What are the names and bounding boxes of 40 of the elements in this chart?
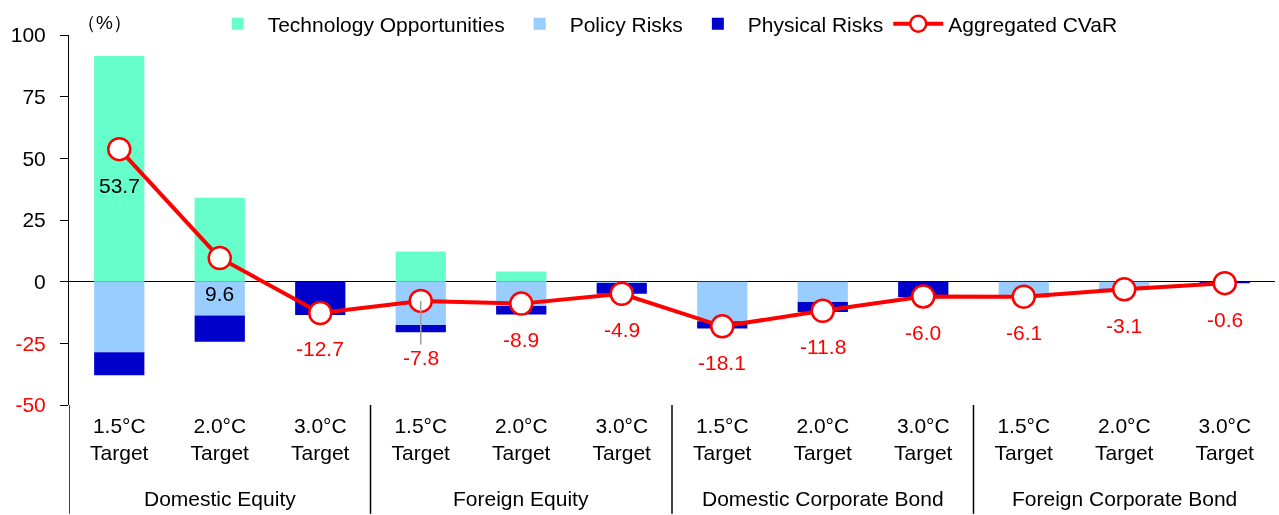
- x-tick-label: 1.5°C Target: [693, 414, 752, 465]
- text: Foreign Equity: [453, 487, 589, 510]
- y-tick-label: 75: [22, 85, 46, 109]
- text: Domestic Corporate Bond: [702, 487, 944, 510]
- y-tick-label: -25: [15, 331, 46, 355]
- x-tick-label: 2.0°C Target: [492, 414, 551, 465]
- x-tick-label: 3.0°C Target: [894, 414, 953, 465]
- data-label: -7.8: [403, 346, 440, 369]
- x-tick-label: 3.0°C Target: [1195, 414, 1255, 465]
- legend-label: Physical Risks: [747, 12, 884, 36]
- data-label: -4.9: [604, 318, 641, 341]
- y-tick-label: 0: [34, 270, 46, 294]
- x-tick-label: 1.5°C Target: [994, 414, 1054, 465]
- y-tick-label: 25: [22, 208, 46, 232]
- data-label: -11.8: [800, 335, 847, 358]
- data-label: -3.1: [1106, 314, 1143, 337]
- x-tick-label: 2.0°C Target: [1095, 414, 1154, 465]
- data-label: 53.7: [99, 174, 140, 197]
- y-tick-label: 50: [22, 146, 46, 170]
- text: Domestic Equity: [144, 487, 297, 510]
- x-tick-label: 3.0°C Target: [291, 414, 350, 465]
- data-label: -18.1: [698, 351, 746, 374]
- data-label: 9.6: [205, 282, 235, 305]
- y-tick-label: -50: [15, 393, 46, 417]
- legend-label: Aggregated CVaR: [948, 12, 1118, 36]
- x-tick-label: 2.0°C Target: [793, 414, 853, 465]
- text: Foreign Corporate Bond: [1012, 487, 1238, 510]
- x-tick-label: 2.0°C Target: [190, 414, 250, 465]
- legend-label: Policy Risks: [569, 12, 683, 36]
- legend-label: Technology Opportunities: [267, 12, 505, 36]
- data-label: -12.7: [296, 337, 344, 360]
- y-axis-title: （%）: [77, 12, 132, 33]
- data-label: -8.9: [503, 328, 540, 351]
- data-label: -0.6: [1207, 308, 1244, 331]
- data-label: -6.0: [905, 321, 942, 344]
- x-tick-label: 1.5°C Target: [391, 414, 451, 465]
- data-label: -6.1: [1006, 321, 1043, 344]
- x-tick-label: 3.0°C Target: [592, 414, 652, 465]
- y-tick-label: 100: [10, 23, 46, 47]
- x-tick-label: 1.5°C Target: [90, 414, 149, 465]
